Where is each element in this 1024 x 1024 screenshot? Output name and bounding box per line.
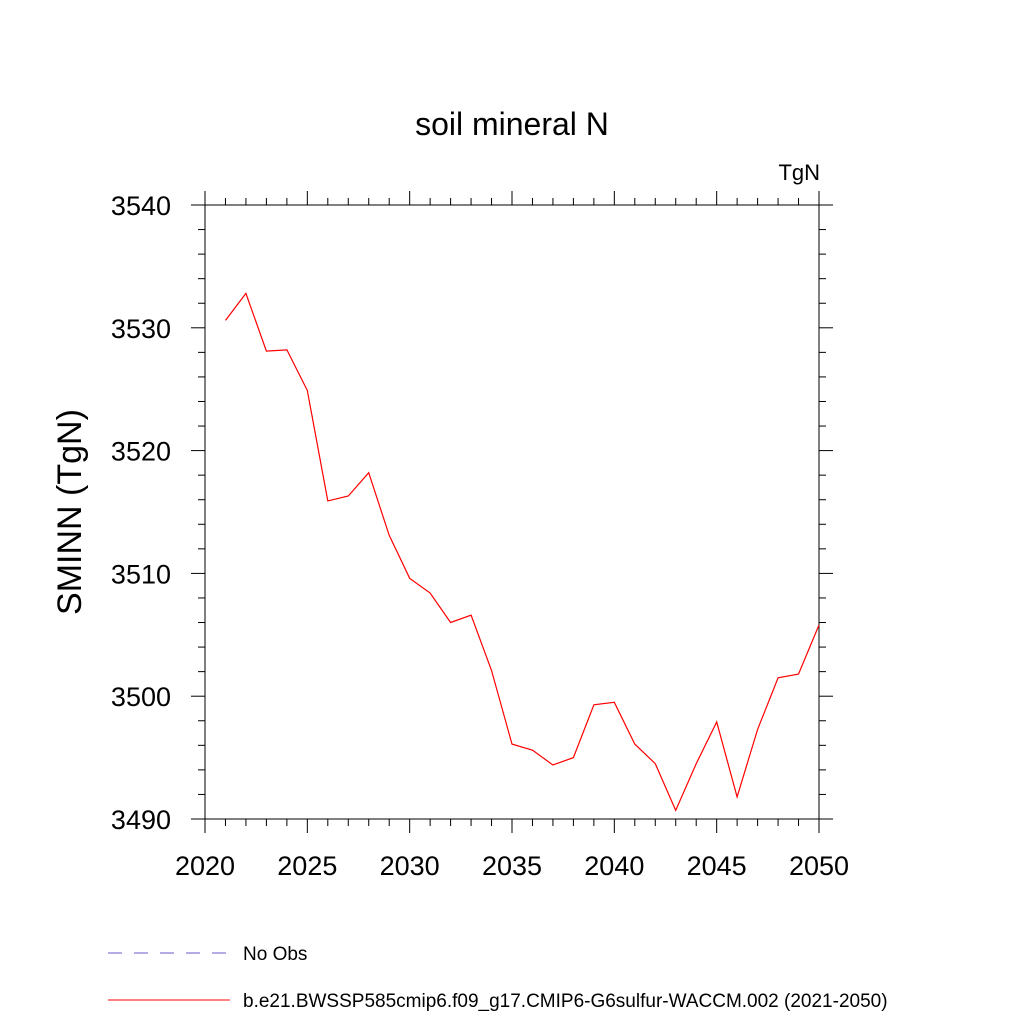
x-tick-label: 2040: [584, 851, 644, 881]
y-tick-label: 3520: [111, 437, 171, 467]
y-axis-label: SMINN (TgN): [51, 409, 89, 615]
y-tick-labels: 3490 3500 3510 3520 3530 3540: [111, 191, 171, 835]
y-tick-label: 3500: [111, 682, 171, 712]
x-tick-label: 2025: [277, 851, 337, 881]
x-tick-label: 2020: [175, 851, 235, 881]
chart-title: soil mineral N: [415, 106, 609, 142]
series-group: [225, 292, 820, 812]
x-tick-label: 2050: [789, 851, 849, 881]
legend-label: No Obs: [243, 944, 307, 965]
x-tick-label: 2045: [687, 851, 747, 881]
legend-label: b.e21.BWSSP585cmip6.f09_g17.CMIP6-G6sulf…: [243, 991, 888, 1012]
x-tick-label: 2030: [380, 851, 440, 881]
units-label: TgN: [778, 160, 820, 185]
x-tick-labels: 2020 2025 2030 2035 2040 2045 2050: [175, 851, 849, 881]
legend: No Obs b.e21.BWSSP585cmip6.f09_g17.CMIP6-…: [108, 944, 888, 1012]
axis-ticks: [191, 191, 833, 833]
y-tick-label: 3510: [111, 559, 171, 589]
y-tick-label: 3540: [111, 191, 171, 221]
x-tick-label: 2035: [482, 851, 542, 881]
plot-frame: [204, 204, 820, 820]
y-tick-label: 3490: [111, 805, 171, 835]
y-tick-label: 3530: [111, 314, 171, 344]
series-line: [225, 292, 820, 812]
